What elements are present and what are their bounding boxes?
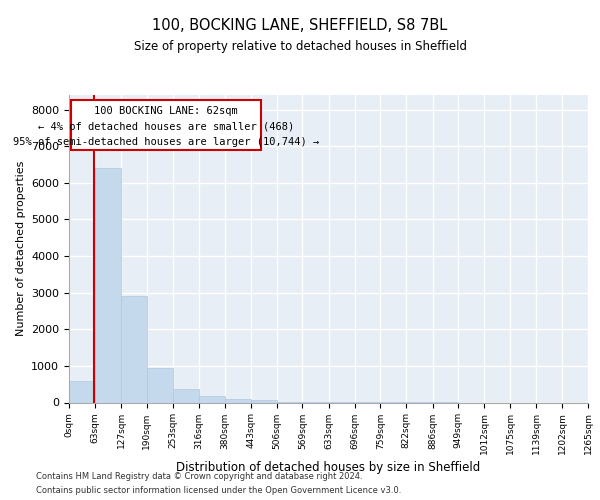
Bar — [95, 168, 121, 402]
Bar — [251, 400, 277, 402]
Text: Contains public sector information licensed under the Open Government Licence v3: Contains public sector information licen… — [36, 486, 401, 495]
Bar — [121, 296, 147, 403]
X-axis label: Distribution of detached houses by size in Sheffield: Distribution of detached houses by size … — [176, 462, 481, 474]
Bar — [147, 368, 173, 402]
Bar — [69, 380, 95, 402]
Text: Contains HM Land Registry data © Crown copyright and database right 2024.: Contains HM Land Registry data © Crown c… — [36, 472, 362, 481]
Bar — [173, 389, 199, 402]
Bar — [199, 396, 225, 402]
Text: Size of property relative to detached houses in Sheffield: Size of property relative to detached ho… — [133, 40, 467, 53]
Text: 95% of semi-detached houses are larger (10,744) →: 95% of semi-detached houses are larger (… — [13, 136, 319, 146]
Text: 100 BOCKING LANE: 62sqm: 100 BOCKING LANE: 62sqm — [94, 106, 238, 116]
Y-axis label: Number of detached properties: Number of detached properties — [16, 161, 26, 336]
Text: 100, BOCKING LANE, SHEFFIELD, S8 7BL: 100, BOCKING LANE, SHEFFIELD, S8 7BL — [152, 18, 448, 32]
Bar — [225, 399, 251, 402]
FancyBboxPatch shape — [71, 100, 261, 150]
Text: ← 4% of detached houses are smaller (468): ← 4% of detached houses are smaller (468… — [38, 122, 294, 132]
